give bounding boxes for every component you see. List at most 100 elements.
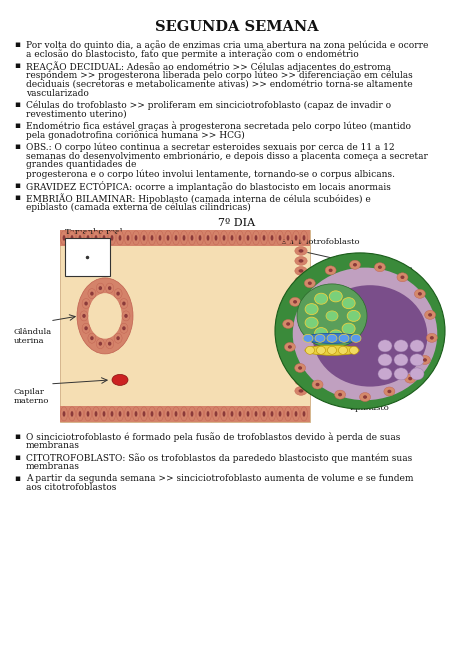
Ellipse shape xyxy=(338,346,347,354)
Ellipse shape xyxy=(305,317,318,328)
Ellipse shape xyxy=(347,310,360,322)
Bar xyxy=(65,238,110,276)
Ellipse shape xyxy=(401,275,404,279)
Ellipse shape xyxy=(295,411,297,417)
Ellipse shape xyxy=(327,334,337,342)
Ellipse shape xyxy=(293,300,297,304)
Ellipse shape xyxy=(419,356,430,364)
Ellipse shape xyxy=(295,306,307,316)
Ellipse shape xyxy=(394,368,408,380)
Ellipse shape xyxy=(295,326,307,335)
Ellipse shape xyxy=(159,411,162,417)
Ellipse shape xyxy=(125,231,131,245)
Ellipse shape xyxy=(268,407,275,421)
Ellipse shape xyxy=(87,235,90,241)
Ellipse shape xyxy=(197,407,203,421)
Ellipse shape xyxy=(299,339,303,342)
Text: CITOTROFOBLASTO: São os trofoblastos da parededo blastocisto que mantém suas: CITOTROFOBLASTO: São os trofoblastos da … xyxy=(26,453,412,462)
Ellipse shape xyxy=(418,292,422,295)
Ellipse shape xyxy=(118,411,121,417)
Ellipse shape xyxy=(299,249,303,253)
Ellipse shape xyxy=(297,284,367,348)
Text: aos citotrofoblastos: aos citotrofoblastos xyxy=(26,483,117,492)
Ellipse shape xyxy=(302,411,305,417)
Ellipse shape xyxy=(299,369,303,373)
Ellipse shape xyxy=(351,334,361,342)
Ellipse shape xyxy=(220,231,228,245)
Ellipse shape xyxy=(164,231,172,245)
Ellipse shape xyxy=(295,287,307,295)
Ellipse shape xyxy=(349,346,358,354)
Text: Células do trofoblasto >> proliferam em sinciciotrofoblasto (capaz de invadir o: Células do trofoblasto >> proliferam em … xyxy=(26,100,391,110)
Ellipse shape xyxy=(299,359,303,362)
Ellipse shape xyxy=(204,407,211,421)
Ellipse shape xyxy=(305,304,318,315)
Ellipse shape xyxy=(182,411,185,417)
Ellipse shape xyxy=(306,346,315,354)
Text: ▪: ▪ xyxy=(14,474,20,482)
Text: EMBRIÃO BILAMINAR: Hipoblasto (camada interna de célula scubóides) e: EMBRIÃO BILAMINAR: Hipoblasto (camada in… xyxy=(26,193,371,204)
Text: Por volta do quinto dia, a ação de enzimas cria uma abertura na zona pelúcida e : Por volta do quinto dia, a ação de enzim… xyxy=(26,40,428,50)
Ellipse shape xyxy=(315,293,328,304)
Ellipse shape xyxy=(299,389,303,393)
Ellipse shape xyxy=(284,407,292,421)
Text: 7º DIA: 7º DIA xyxy=(219,218,255,228)
Ellipse shape xyxy=(271,235,273,241)
Ellipse shape xyxy=(286,322,290,326)
Ellipse shape xyxy=(301,231,308,245)
Ellipse shape xyxy=(312,380,323,389)
Ellipse shape xyxy=(143,235,146,241)
Ellipse shape xyxy=(295,316,307,326)
Ellipse shape xyxy=(394,340,408,352)
Ellipse shape xyxy=(63,235,65,241)
Ellipse shape xyxy=(299,349,303,352)
Ellipse shape xyxy=(82,299,90,308)
Text: ▪: ▪ xyxy=(14,432,20,441)
Ellipse shape xyxy=(378,265,382,269)
Ellipse shape xyxy=(299,329,303,332)
Ellipse shape xyxy=(174,411,177,417)
Ellipse shape xyxy=(164,407,172,421)
Ellipse shape xyxy=(173,407,180,421)
Ellipse shape xyxy=(212,407,219,421)
Ellipse shape xyxy=(426,334,438,342)
Ellipse shape xyxy=(295,277,307,285)
Ellipse shape xyxy=(276,407,283,421)
Text: SEGUNDA SEMANA: SEGUNDA SEMANA xyxy=(155,20,319,34)
Ellipse shape xyxy=(109,231,116,245)
Ellipse shape xyxy=(114,289,122,299)
Ellipse shape xyxy=(99,342,102,346)
Text: Epiblasto: Epiblasto xyxy=(350,404,390,412)
Text: ▪: ▪ xyxy=(14,142,20,151)
Ellipse shape xyxy=(378,354,392,366)
Ellipse shape xyxy=(295,235,297,241)
Ellipse shape xyxy=(299,269,303,273)
Ellipse shape xyxy=(80,311,88,321)
Ellipse shape xyxy=(108,286,111,290)
Text: ▪: ▪ xyxy=(14,453,20,462)
Text: Citotrofoblasto: Citotrofoblasto xyxy=(350,265,413,273)
Ellipse shape xyxy=(295,267,307,275)
Ellipse shape xyxy=(279,235,282,241)
Ellipse shape xyxy=(255,235,257,241)
Ellipse shape xyxy=(92,407,100,421)
Ellipse shape xyxy=(414,289,425,298)
Ellipse shape xyxy=(317,346,326,354)
Bar xyxy=(60,230,310,246)
Ellipse shape xyxy=(82,323,90,333)
Ellipse shape xyxy=(295,247,307,255)
Ellipse shape xyxy=(82,314,86,318)
Ellipse shape xyxy=(135,411,137,417)
Ellipse shape xyxy=(143,411,146,417)
Ellipse shape xyxy=(299,289,303,293)
Ellipse shape xyxy=(120,323,128,333)
Ellipse shape xyxy=(295,336,307,345)
Ellipse shape xyxy=(303,334,313,342)
Ellipse shape xyxy=(151,235,154,241)
Ellipse shape xyxy=(261,231,267,245)
Ellipse shape xyxy=(79,235,82,241)
Ellipse shape xyxy=(77,278,133,354)
Ellipse shape xyxy=(230,235,233,241)
Ellipse shape xyxy=(302,235,305,241)
Text: ▪: ▪ xyxy=(14,193,20,202)
